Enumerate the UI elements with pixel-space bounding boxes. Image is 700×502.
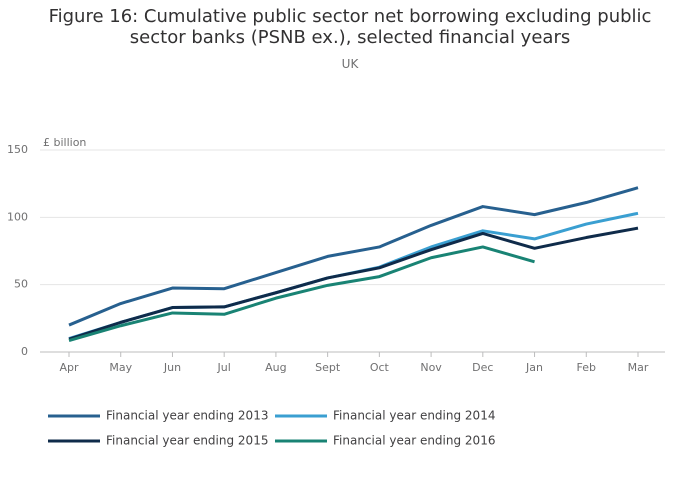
- x-tick-label: Jul: [217, 361, 231, 374]
- x-tick-label: May: [109, 361, 132, 374]
- y-tick-label: 100: [7, 210, 28, 223]
- y-tick-label: 50: [14, 278, 28, 291]
- series-line: [68, 226, 639, 341]
- chart-subtitle: UK: [341, 57, 359, 71]
- x-tick-label: Apr: [59, 361, 79, 374]
- y-axis-label: £ billion: [43, 136, 86, 149]
- series-line: [68, 211, 639, 340]
- x-tick-label: Jan: [525, 361, 543, 374]
- x-tick-label: Oct: [370, 361, 390, 374]
- x-tick-label: Nov: [420, 361, 442, 374]
- y-tick-label: 150: [7, 143, 28, 156]
- x-tick-label: Mar: [628, 361, 649, 374]
- legend-label: Financial year ending 2015: [106, 434, 268, 448]
- chart-title: Figure 16: Cumulative public sector net …: [48, 6, 652, 48]
- legend-label: Financial year ending 2013: [106, 409, 268, 423]
- legend-label: Financial year ending 2014: [333, 409, 495, 423]
- x-tick-label: Dec: [472, 361, 493, 374]
- x-tick-label: Sept: [315, 361, 341, 374]
- x-tick-label: Jun: [163, 361, 181, 374]
- y-tick-label: 0: [21, 345, 28, 358]
- series-line: [68, 186, 639, 327]
- legend-label: Financial year ending 2016: [333, 434, 495, 448]
- series-line: [68, 245, 535, 342]
- x-tick-label: Aug: [265, 361, 286, 374]
- x-tick-label: Feb: [577, 361, 596, 374]
